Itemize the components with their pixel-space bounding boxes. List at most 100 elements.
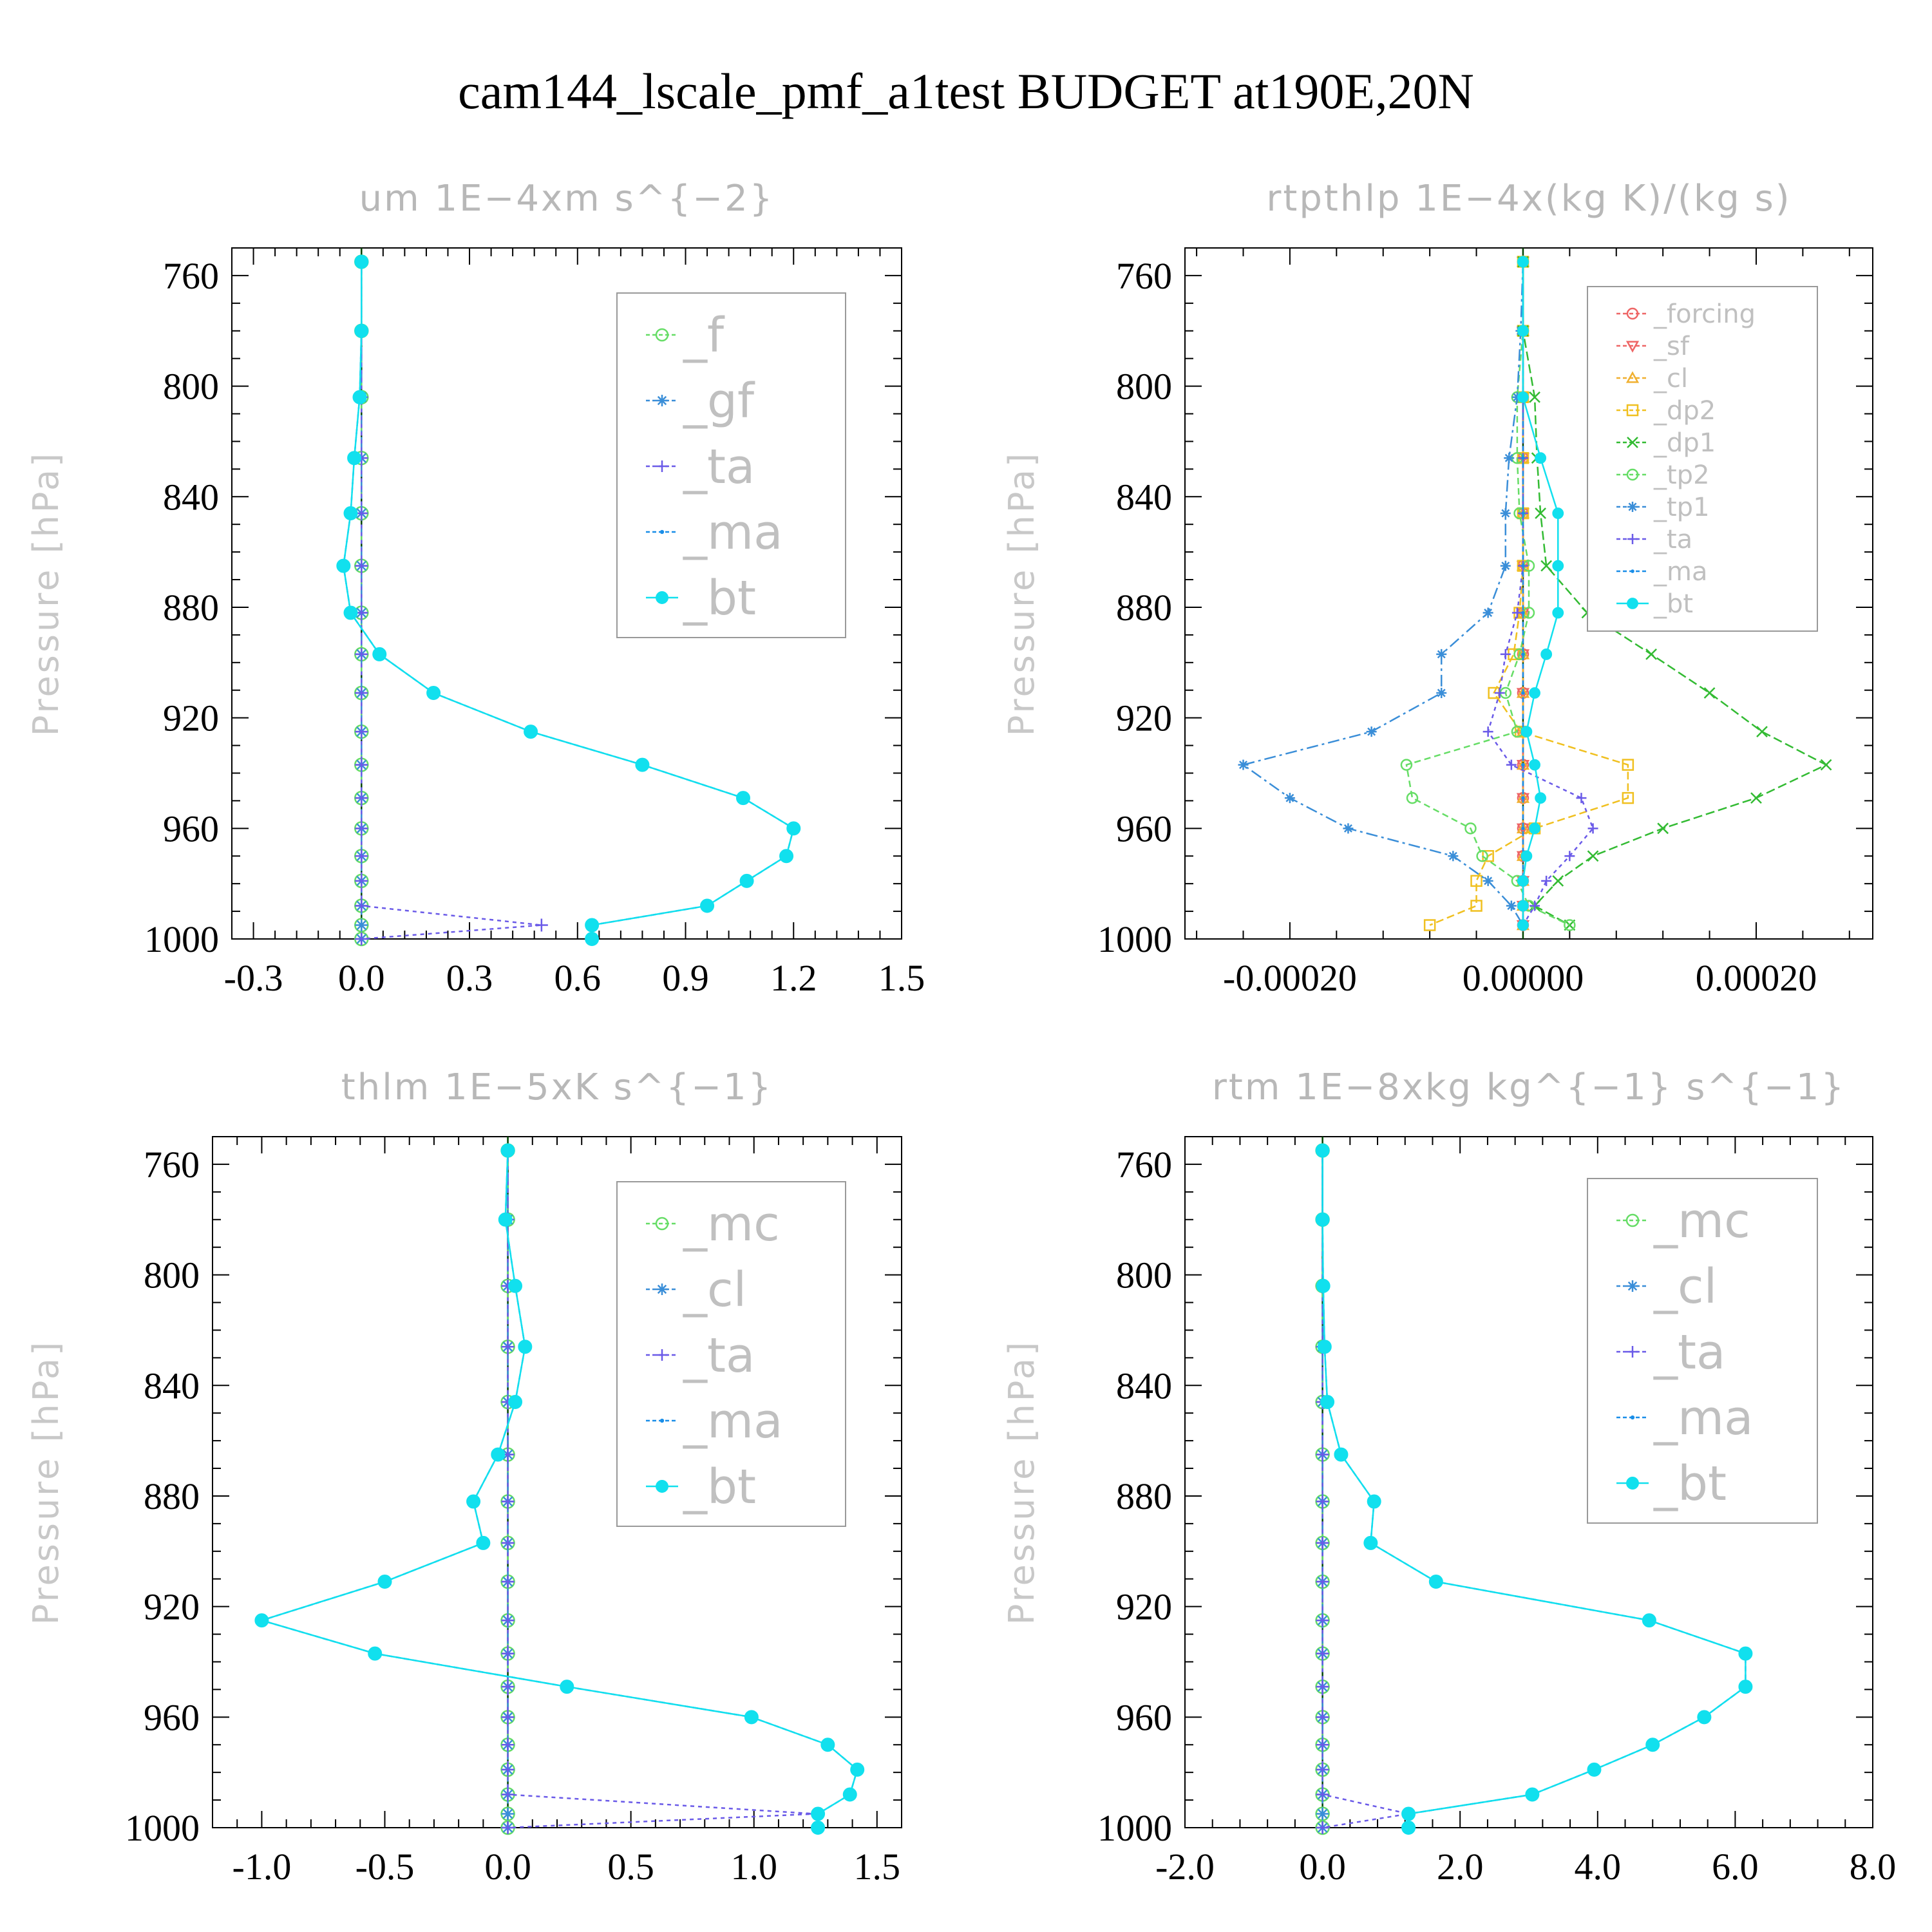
legend-label: _dp2: [1653, 396, 1716, 426]
data-point: [1400, 759, 1413, 771]
legend-marker: [659, 1418, 665, 1423]
x-tick-label: 6.0: [1712, 1846, 1759, 1888]
series-tp1: [1238, 256, 1528, 931]
data-point: [355, 933, 368, 945]
data-point: [501, 1788, 515, 1801]
y-tick-label: 840: [163, 476, 219, 518]
legend-label: _bt: [1653, 589, 1693, 619]
legend-marker: [656, 1283, 668, 1295]
x-tick-label: 0.6: [554, 957, 601, 999]
legend-label: _ma: [683, 505, 782, 560]
data-point: [498, 1212, 513, 1227]
y-tick-label: 760: [163, 255, 219, 297]
data-point: [501, 1647, 515, 1660]
series-ta: [355, 255, 548, 945]
data-point: [1520, 850, 1533, 862]
y-tick-label: 760: [144, 1144, 200, 1186]
data-point: [355, 899, 368, 913]
data-point: [1521, 511, 1525, 515]
data-point: [354, 254, 369, 269]
data-point: [336, 558, 351, 573]
y-tick-label: 880: [1116, 587, 1172, 629]
legend-label: _sf: [1653, 332, 1690, 361]
data-point: [1482, 607, 1493, 618]
data-point: [1504, 453, 1515, 464]
plot-frame: [1184, 247, 1873, 940]
x-tick-label: 4.0: [1575, 1846, 1622, 1888]
data-point: [347, 451, 362, 466]
data-point: [1316, 1448, 1329, 1461]
data-point: [1511, 607, 1522, 618]
data-point: [1750, 792, 1762, 804]
legend-marker: [656, 460, 668, 472]
legend-marker: [1625, 1213, 1640, 1227]
legend: _f _gf _ta _ma _bt: [616, 292, 846, 638]
data-point: [355, 918, 368, 932]
data-point: [1316, 1738, 1329, 1752]
data-point: [501, 1340, 515, 1354]
chart-panel-3: thlm 1E−5xK s^{−1} Pressure [hPa] 760 800 84…: [26, 1066, 902, 1888]
data-point: [1520, 726, 1533, 737]
legend-marker: [1627, 598, 1638, 609]
legend-marker: [1626, 1477, 1639, 1490]
y-axis-label: Pressure [hPa]: [1001, 1340, 1042, 1625]
legend-label: _tp2: [1653, 460, 1710, 490]
legend-label: _ta: [683, 439, 755, 495]
data-point: [1576, 793, 1587, 804]
data-point: [377, 1575, 392, 1589]
data-point: [1238, 759, 1249, 770]
data-point: [501, 1710, 515, 1724]
data-point: [1535, 452, 1547, 464]
data-point: [501, 1738, 515, 1752]
data-point: [1517, 919, 1529, 931]
legend-label: _cl: [683, 1262, 746, 1318]
y-tick-label: 920: [1116, 697, 1172, 739]
data-point: [1529, 391, 1540, 403]
data-point: [1343, 823, 1354, 834]
legend-label: _mc: [683, 1197, 780, 1252]
panel-title: um 1E−4xm s^{−2}: [359, 178, 775, 220]
legend-label: _tp1: [1653, 493, 1710, 522]
legend-box: [616, 1181, 846, 1527]
legend-label: _ta: [1653, 1325, 1725, 1380]
x-tick-label: -0.5: [355, 1846, 415, 1888]
y-tick-label: 1000: [1097, 1807, 1172, 1849]
data-point: [1564, 851, 1575, 862]
data-point: [811, 1806, 826, 1821]
legend-marker: [1630, 1415, 1635, 1420]
series-line: [1321, 1150, 1747, 1828]
data-point: [1315, 1212, 1330, 1227]
data-point: [1525, 1787, 1540, 1802]
data-point: [1316, 1614, 1329, 1627]
data-point: [508, 1278, 523, 1293]
data-point: [739, 873, 754, 888]
series-line: [507, 1150, 816, 1829]
x-tick-label: -0.3: [224, 957, 283, 999]
data-point: [1552, 875, 1564, 887]
data-point: [1529, 822, 1540, 835]
y-tick-label: 960: [1116, 808, 1172, 849]
data-point: [735, 791, 750, 806]
data-point: [501, 1680, 515, 1694]
data-point: [779, 849, 794, 864]
y-tick-label: 800: [1116, 1255, 1172, 1296]
legend-label: _ta: [1653, 525, 1692, 554]
data-point: [1622, 791, 1634, 804]
data-point: [1552, 560, 1564, 572]
data-point: [491, 1447, 506, 1462]
data-point: [508, 1395, 523, 1410]
data-point: [1521, 762, 1525, 767]
data-point: [1316, 1575, 1329, 1589]
data-point: [1470, 875, 1482, 887]
x-tick-label: 0.00020: [1696, 957, 1817, 999]
x-tick-label: 0.00000: [1463, 957, 1584, 999]
data-point: [1476, 849, 1488, 862]
series-line: [361, 261, 542, 940]
legend-label: _ma: [1653, 1390, 1753, 1446]
data-point: [1363, 1535, 1378, 1550]
data-point: [842, 1787, 857, 1802]
x-tick-label: -1.0: [232, 1846, 292, 1888]
series-line: [1522, 261, 1828, 926]
x-tick-label: 1.5: [878, 957, 925, 999]
